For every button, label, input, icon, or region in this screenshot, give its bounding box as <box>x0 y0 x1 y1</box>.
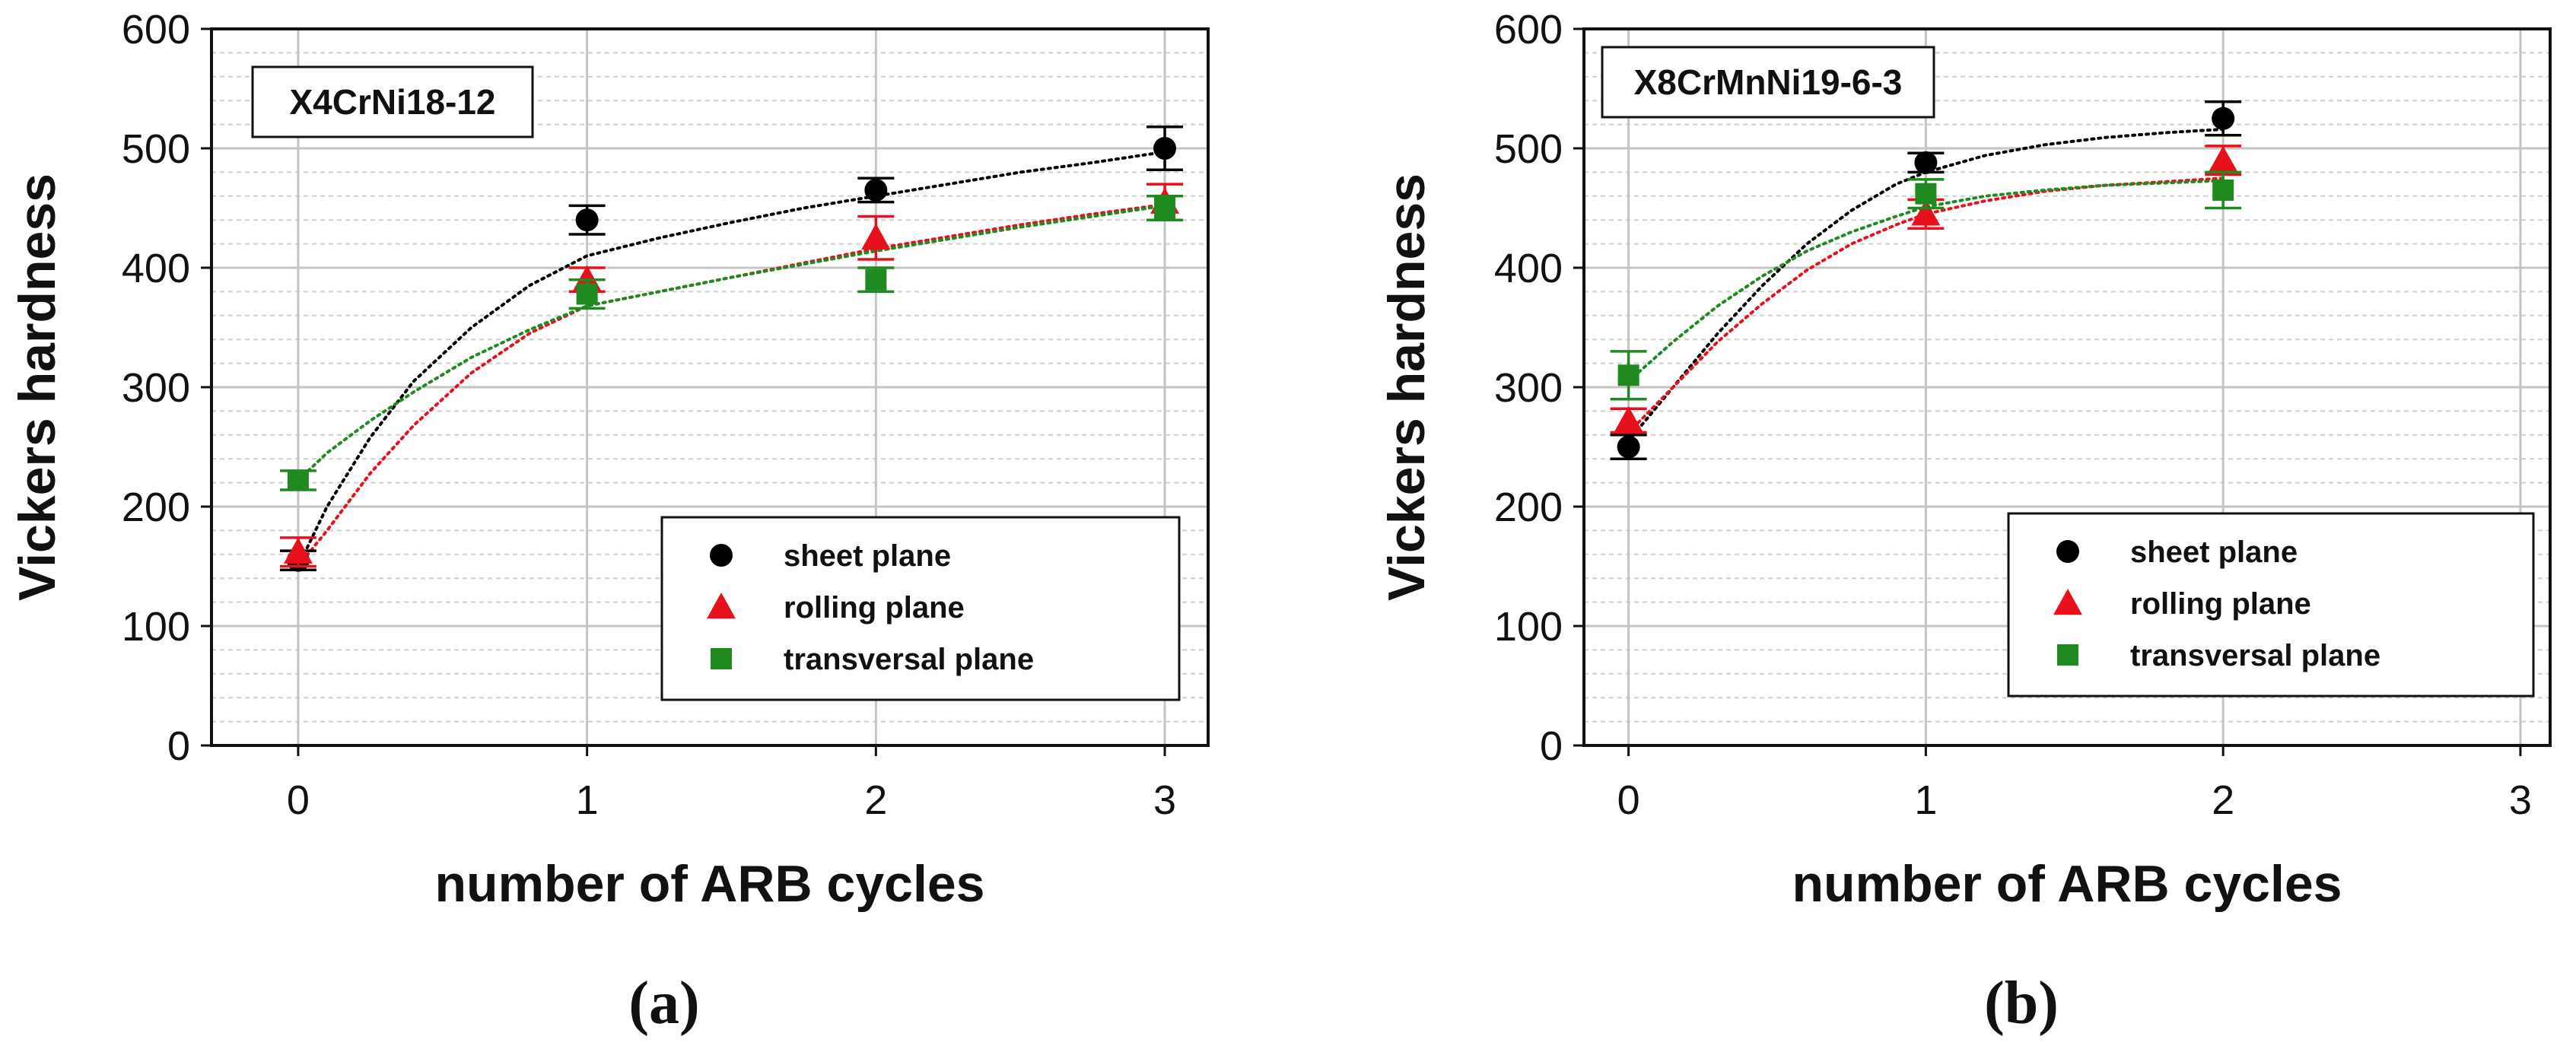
fit-curve-sheet-plane <box>296 150 1166 568</box>
legend-box <box>2007 512 2535 698</box>
legend-marker <box>707 593 736 619</box>
data-point <box>1914 151 1938 174</box>
data-point <box>1154 197 1176 219</box>
data-point <box>861 223 891 249</box>
y-tick-label: 400 <box>1494 246 1563 291</box>
y-tick-label: 0 <box>167 723 190 769</box>
data-point <box>1617 364 1639 386</box>
x-tick-label: 2 <box>2212 777 2234 823</box>
y-tick-label: 200 <box>1494 485 1563 530</box>
legend-label: sheet plane <box>2130 536 2298 569</box>
y-axis-title: Vickers hardness <box>1378 173 1436 601</box>
y-tick-label: 600 <box>122 7 190 52</box>
data-point <box>2212 179 2234 201</box>
panel-a: 0 100 200 300 400 500 600 0 1 2 3 X4CrNi18-12 sheet … <box>8 7 1210 1037</box>
data-point <box>575 208 599 232</box>
legend-box <box>660 516 1181 701</box>
data-point <box>1911 199 1941 226</box>
data-point <box>1153 137 1177 160</box>
x-tick-label: 3 <box>2509 777 2532 823</box>
panel-label: (a) <box>628 970 699 1037</box>
y-tick-label: 600 <box>1494 7 1563 52</box>
y-axis-title: Vickers hardness <box>8 173 66 601</box>
y-tick-label: 100 <box>122 604 190 650</box>
material-label-box <box>251 65 534 138</box>
legend-marker <box>2057 644 2078 666</box>
x-tick-label: 1 <box>576 777 599 823</box>
data-point <box>2209 145 2238 172</box>
x-tick-label: 0 <box>1617 777 1640 823</box>
legend-marker <box>2053 589 2082 615</box>
fit-curve-transversal-plane <box>1627 179 2225 383</box>
x-axis-title: number of ARB cycles <box>435 855 985 913</box>
material-label: X4CrNi18-12 <box>289 82 495 122</box>
fit-curve-rolling-plane <box>296 202 1166 568</box>
legend-label: rolling plane <box>2130 587 2311 621</box>
data-point <box>1915 183 1937 205</box>
plot-frame <box>1582 27 2552 747</box>
material-label-box <box>1601 46 1935 119</box>
data-point <box>287 469 309 491</box>
legend-marker <box>711 648 732 669</box>
y-tick-label: 500 <box>122 126 190 172</box>
x-axis-title: number of ARB cycles <box>1792 855 2342 913</box>
data-point <box>865 269 887 291</box>
y-tick-label: 300 <box>1494 365 1563 411</box>
data-point <box>576 283 598 305</box>
fit-curve-transversal-plane <box>296 204 1166 482</box>
legend-label: sheet plane <box>784 539 951 573</box>
y-tick-label: 100 <box>1494 604 1563 650</box>
y-tick-label: 300 <box>122 365 190 411</box>
data-point <box>2212 106 2235 130</box>
legend-label: transversal plane <box>784 643 1034 676</box>
y-tick-label: 0 <box>1540 723 1563 769</box>
plot-frame <box>210 27 1210 747</box>
y-tick-label: 500 <box>1494 126 1563 172</box>
legend-label: transversal plane <box>2130 639 2380 672</box>
x-tick-label: 2 <box>864 777 887 823</box>
panel-label: (b) <box>1984 970 2059 1037</box>
data-point <box>283 537 313 564</box>
data-point <box>1614 405 1643 433</box>
y-tick-label: 400 <box>122 246 190 291</box>
x-tick-label: 3 <box>1153 777 1176 823</box>
fit-curve-sheet-plane <box>1627 127 2225 443</box>
x-tick-label: 0 <box>287 777 310 823</box>
data-point <box>864 178 888 202</box>
panel-b: 0 100 200 300 400 500 600 0 1 2 3 X8CrMnNi19-6-3 she… <box>1378 7 2552 1037</box>
legend-marker <box>710 544 733 567</box>
legend-marker <box>2056 540 2079 563</box>
legend-label: rolling plane <box>784 591 965 625</box>
x-tick-label: 1 <box>1914 777 1937 823</box>
data-point <box>1617 435 1640 459</box>
material-label: X8CrMnNi19-6-3 <box>1634 62 1903 102</box>
y-tick-label: 200 <box>122 485 190 530</box>
